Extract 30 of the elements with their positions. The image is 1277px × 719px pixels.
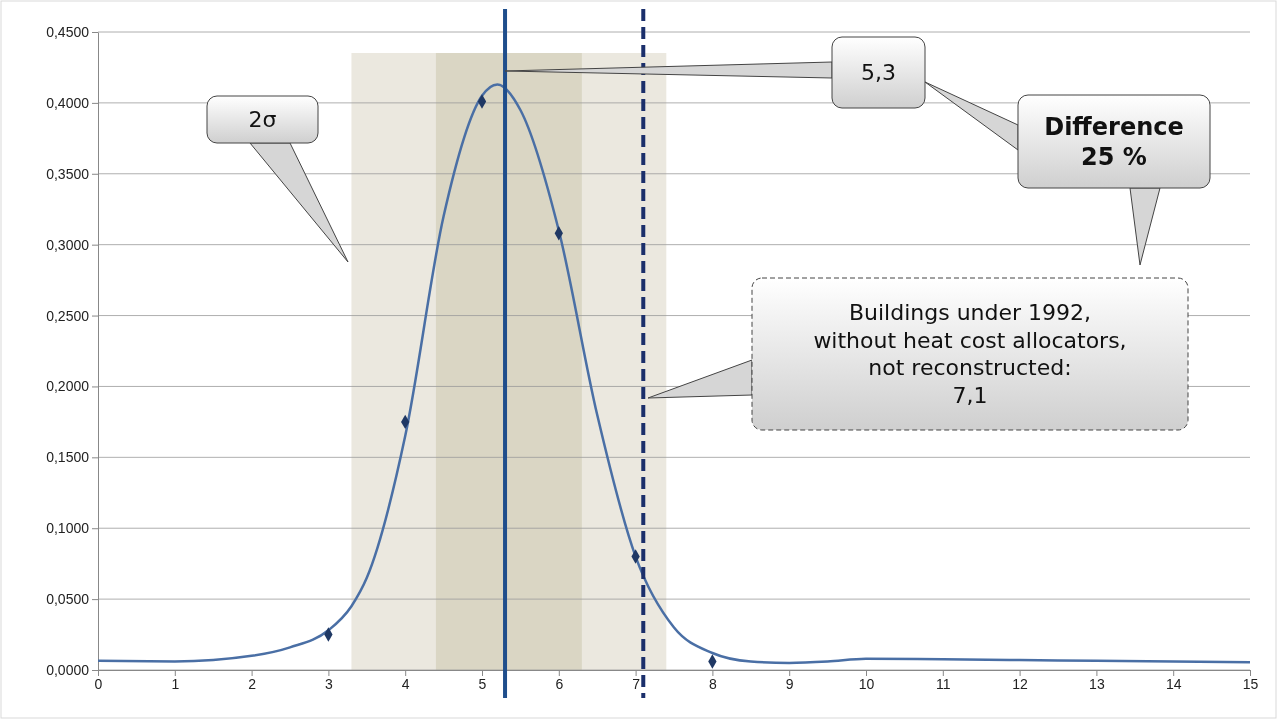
x-tick-label: 3 <box>325 675 333 692</box>
y-tick-label: 0,3500 <box>46 165 90 182</box>
annotation: Difference 25 % <box>1044 112 1184 171</box>
x-tick-label: 7 <box>632 675 641 692</box>
x-tick-label: 2 <box>248 675 257 692</box>
x-tick-label: 12 <box>1012 675 1029 692</box>
x-tick-label: 4 <box>401 675 410 692</box>
x-tick-label: 9 <box>785 675 794 692</box>
y-tick-label: 0,3000 <box>46 236 90 253</box>
x-tick-label: 1 <box>171 675 180 692</box>
x-tick-label: 8 <box>709 675 717 692</box>
y-tick-label: 0,1000 <box>46 520 90 537</box>
y-tick-label: 0,4000 <box>46 94 90 111</box>
y-tick-label: 0,2000 <box>46 378 90 395</box>
annotation: 5,3 <box>861 60 896 86</box>
x-tick-label: 15 <box>1242 675 1259 692</box>
y-tick-label: 0,2500 <box>46 307 90 324</box>
y-tick-label: 0,4500 <box>46 23 90 40</box>
y-tick-label: 0,0000 <box>46 661 90 678</box>
x-tick-label: 10 <box>858 675 875 692</box>
x-tick-label: 0 <box>94 675 103 692</box>
x-tick-label: 13 <box>1089 675 1105 692</box>
annotation: 2σ <box>248 107 277 133</box>
annotation: Buildings under 1992, without heat cost allocators, not reconstructed: 7,1 <box>813 300 1127 408</box>
x-tick-label: 11 <box>936 675 951 692</box>
y-tick-label: 0,1500 <box>46 449 90 466</box>
x-tick-label: 5 <box>478 675 487 692</box>
x-tick-label: 6 <box>555 675 564 692</box>
y-tick-label: 0,0500 <box>46 591 90 608</box>
x-tick-label: 14 <box>1165 675 1182 692</box>
